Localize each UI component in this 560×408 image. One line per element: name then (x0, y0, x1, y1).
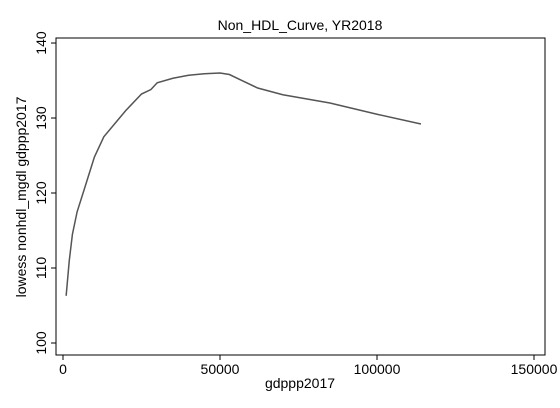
data-line (65, 72, 422, 296)
y-tick-label: 140 (33, 31, 49, 55)
y-tick-label: 130 (33, 106, 49, 130)
plot-area (55, 37, 546, 356)
x-tick-label: 100000 (354, 361, 401, 377)
x-axis-label: gdppp2017 (265, 375, 335, 391)
x-tick-label: 50000 (201, 361, 240, 377)
y-tick-label: 110 (33, 257, 49, 280)
chart-title: Non_HDL_Curve, YR2018 (218, 17, 383, 33)
y-tick-label: 100 (33, 331, 49, 355)
y-tick-label: 120 (33, 181, 49, 205)
x-tick-label: 0 (59, 361, 67, 377)
y-axis-label: lowess nonhdl_mgdl gdppp2017 (13, 96, 29, 297)
x-tick-label: 150000 (511, 361, 558, 377)
